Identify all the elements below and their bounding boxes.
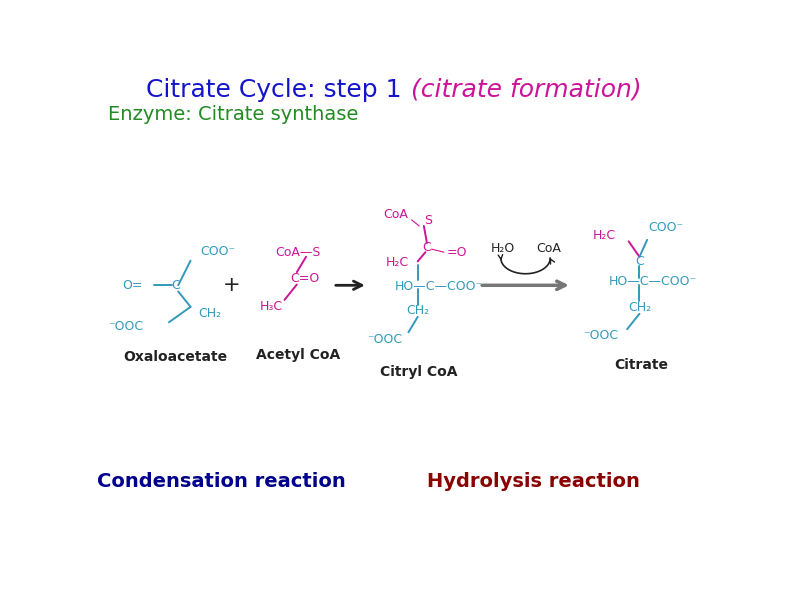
Text: ⁻OOC: ⁻OOC <box>582 329 618 342</box>
Text: C: C <box>170 279 179 292</box>
Text: HO—C—COO⁻: HO—C—COO⁻ <box>609 275 697 288</box>
Text: CH₂: CH₂ <box>406 304 430 317</box>
Text: C=O: C=O <box>290 272 320 285</box>
Text: Condensation reaction: Condensation reaction <box>97 472 346 491</box>
Text: Hydrolysis reaction: Hydrolysis reaction <box>426 472 640 491</box>
Text: =O: =O <box>447 247 467 259</box>
Text: CH₂: CH₂ <box>198 307 222 320</box>
Text: H₂C: H₂C <box>594 229 616 242</box>
Text: Oxaloacetate: Oxaloacetate <box>123 350 227 364</box>
Text: O=: O= <box>122 279 143 292</box>
Text: Citryl CoA: Citryl CoA <box>381 365 458 379</box>
Text: H₃C: H₃C <box>260 299 283 313</box>
Text: Enzyme: Citrate synthase: Enzyme: Citrate synthase <box>108 105 358 124</box>
Text: Citrate Cycle: step 1: Citrate Cycle: step 1 <box>146 78 410 102</box>
Text: +: + <box>222 275 240 295</box>
Text: HO—C—COO⁻: HO—C—COO⁻ <box>394 280 482 293</box>
Text: ⁻OOC: ⁻OOC <box>108 320 143 332</box>
Text: Acetyl CoA: Acetyl CoA <box>256 347 341 362</box>
Text: COO⁻: COO⁻ <box>649 221 684 234</box>
Text: CoA—S: CoA—S <box>275 245 321 259</box>
Text: CoA: CoA <box>536 242 561 255</box>
Text: H₂C: H₂C <box>386 256 409 269</box>
Text: C: C <box>422 241 431 254</box>
Text: CH₂: CH₂ <box>628 301 651 314</box>
Text: S: S <box>424 214 432 227</box>
Text: H₂O: H₂O <box>490 242 514 255</box>
Text: CoA: CoA <box>383 208 409 221</box>
Text: Citrate: Citrate <box>614 358 668 371</box>
Text: ⁻OOC: ⁻OOC <box>367 334 402 346</box>
Text: COO⁻: COO⁻ <box>200 245 235 258</box>
Text: C: C <box>635 255 644 268</box>
Text: (citrate formation): (citrate formation) <box>410 78 642 102</box>
